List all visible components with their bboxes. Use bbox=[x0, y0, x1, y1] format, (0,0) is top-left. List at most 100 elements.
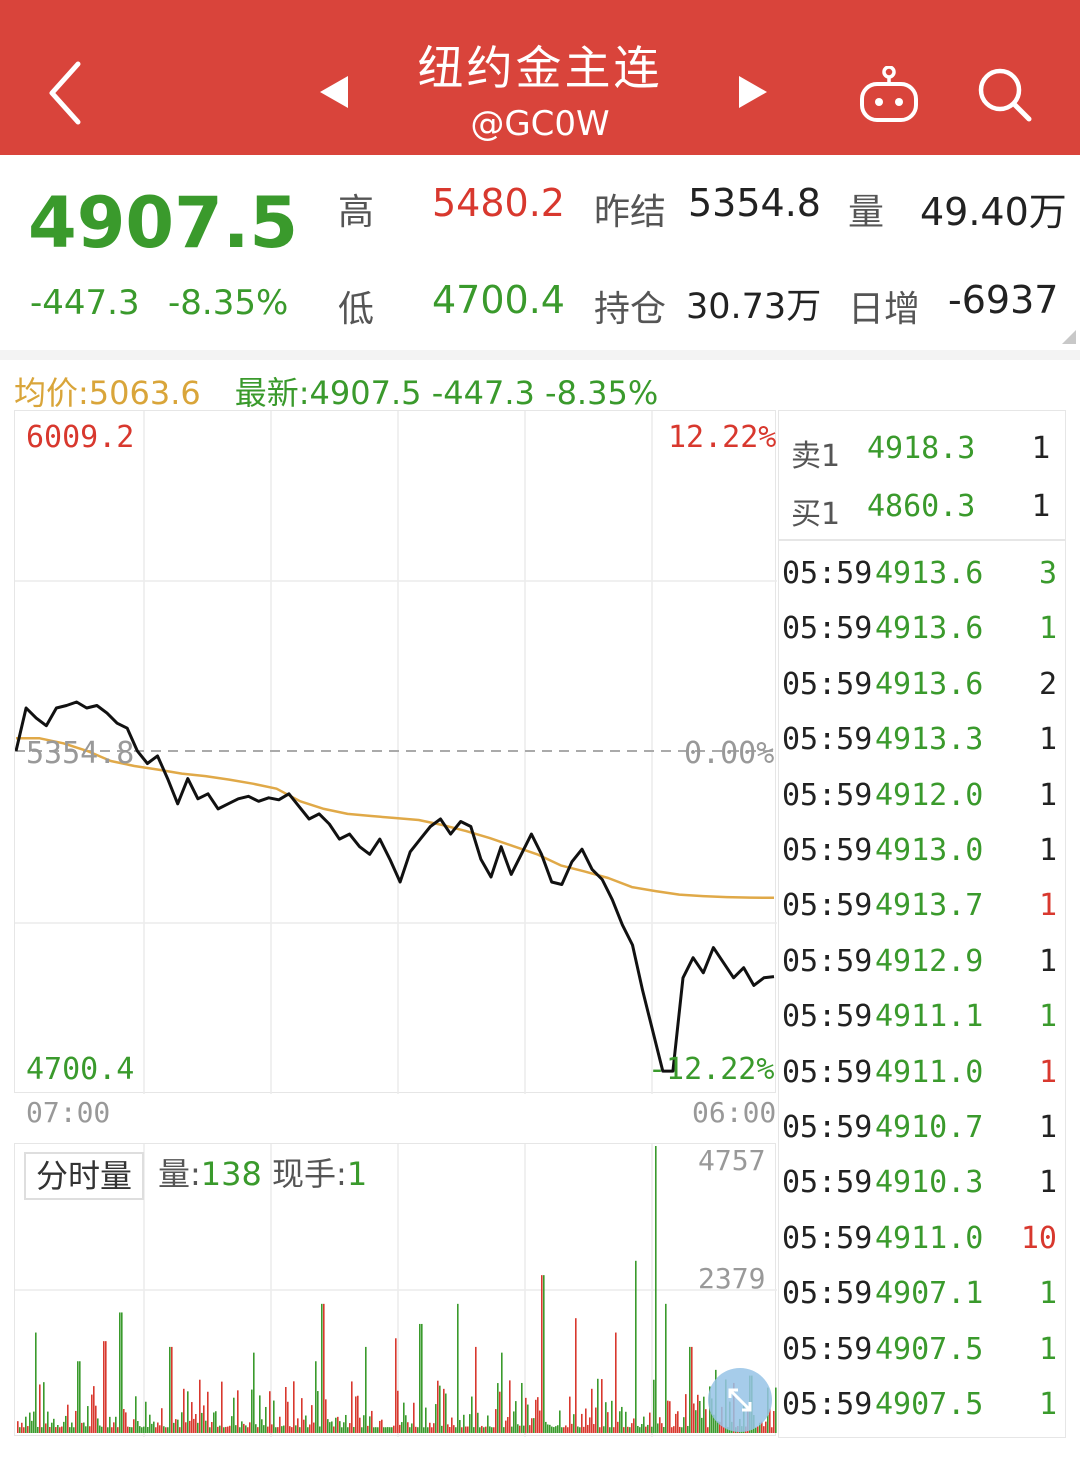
volume-bar bbox=[379, 1420, 381, 1433]
robot-icon[interactable] bbox=[858, 65, 920, 124]
book-separator bbox=[779, 539, 1065, 541]
volume-bar bbox=[37, 1426, 39, 1433]
volume-bar bbox=[515, 1401, 517, 1433]
volume-bar bbox=[253, 1352, 255, 1433]
volume-bar bbox=[365, 1346, 367, 1433]
volume-bar bbox=[617, 1421, 619, 1433]
volume-bar bbox=[275, 1427, 277, 1433]
volume-bar bbox=[409, 1427, 411, 1433]
volume-type-selector[interactable]: 分时量 bbox=[24, 1152, 145, 1200]
volume-bar bbox=[431, 1427, 433, 1433]
tick-price: 4911.1 bbox=[875, 999, 984, 1035]
volume-bar bbox=[453, 1425, 455, 1433]
volume-bar bbox=[61, 1426, 63, 1433]
tick-time: 05:59 bbox=[782, 666, 873, 702]
volume-bar bbox=[27, 1426, 29, 1433]
volume-bar bbox=[641, 1424, 643, 1433]
volume-bar bbox=[211, 1422, 213, 1433]
tick-time: 05:59 bbox=[782, 1220, 873, 1256]
volume-bar bbox=[701, 1417, 703, 1433]
volume-bar bbox=[675, 1413, 677, 1433]
volume-bar bbox=[69, 1427, 71, 1433]
volume-bar bbox=[165, 1427, 167, 1433]
volume-bar bbox=[651, 1426, 653, 1433]
volume-bar bbox=[55, 1427, 57, 1433]
volume-value: 49.40万 bbox=[920, 190, 1067, 234]
volume-bar bbox=[267, 1426, 269, 1433]
volume-bar bbox=[265, 1406, 267, 1433]
volume-bar bbox=[551, 1426, 553, 1433]
expand-corner-icon[interactable] bbox=[1062, 330, 1076, 344]
tick-row: 05:59 4911.0 1 bbox=[779, 1047, 1065, 1102]
volume-bar bbox=[549, 1424, 551, 1433]
tick-row: 05:59 4907.1 1 bbox=[779, 1268, 1065, 1323]
volume-bar bbox=[655, 1146, 657, 1433]
volume-bar bbox=[117, 1427, 119, 1433]
tick-price: 4913.6 bbox=[875, 556, 984, 591]
volume-bar bbox=[489, 1426, 491, 1433]
next-triangle-icon[interactable] bbox=[735, 74, 771, 110]
volume-bar bbox=[105, 1341, 107, 1433]
volume-bar bbox=[397, 1390, 399, 1433]
volume-bar bbox=[149, 1414, 151, 1433]
volume-bar bbox=[125, 1412, 127, 1433]
intraday-chart-svg bbox=[15, 411, 777, 1094]
volume-bar bbox=[573, 1414, 575, 1433]
tick-price: 4911.0 bbox=[875, 1054, 984, 1090]
prev-triangle-icon[interactable] bbox=[316, 74, 352, 110]
volume-bar bbox=[399, 1424, 401, 1433]
volume-bar bbox=[155, 1427, 157, 1433]
volume-bar bbox=[347, 1427, 349, 1433]
volume-bar bbox=[111, 1427, 113, 1433]
volume-bar bbox=[645, 1426, 647, 1433]
volume-bar bbox=[547, 1424, 549, 1433]
volume-bar bbox=[695, 1410, 697, 1433]
volume-bar bbox=[43, 1382, 45, 1433]
volume-bar bbox=[81, 1422, 83, 1433]
volume-bar bbox=[337, 1416, 339, 1433]
volume-bar bbox=[519, 1425, 521, 1433]
volume-bar bbox=[59, 1427, 61, 1433]
tick-qty: 1 bbox=[1038, 1165, 1057, 1201]
volume-bar bbox=[343, 1422, 345, 1433]
chart-ref-price: 5354.8 bbox=[26, 736, 135, 771]
volume-bar bbox=[445, 1393, 447, 1433]
hand-value: 1 bbox=[346, 1155, 368, 1193]
volume-bar bbox=[93, 1386, 95, 1433]
quote-summary: 4907.5 -447.3 -8.35% 高 5480.2 低 4700.4 昨… bbox=[0, 155, 1080, 350]
volume-bar bbox=[723, 1427, 725, 1433]
tick-time: 05:59 bbox=[782, 1054, 873, 1090]
volume-bar bbox=[443, 1388, 445, 1433]
volume-bar bbox=[465, 1426, 467, 1433]
volume-bar bbox=[497, 1383, 499, 1433]
volume-bar bbox=[139, 1426, 141, 1433]
volume-bar bbox=[585, 1408, 587, 1433]
tick-row: 05:59 4911.1 1 bbox=[779, 991, 1065, 1046]
volume-bar bbox=[647, 1424, 649, 1433]
tick-time: 05:59 bbox=[782, 1331, 873, 1367]
volume-bar bbox=[473, 1427, 475, 1433]
volume-bar bbox=[589, 1417, 591, 1433]
volume-bar bbox=[775, 1387, 777, 1433]
volume-bar bbox=[287, 1401, 289, 1433]
tick-time: 05:59 bbox=[782, 943, 873, 979]
search-icon[interactable] bbox=[974, 64, 1034, 124]
volume-bar bbox=[611, 1400, 613, 1433]
volume-bar bbox=[637, 1425, 639, 1433]
volume-bar bbox=[421, 1323, 423, 1433]
tick-price: 4907.5 bbox=[875, 1331, 984, 1367]
tick-qty: 1 bbox=[1038, 1276, 1057, 1312]
volume-bar bbox=[277, 1427, 279, 1433]
tick-qty: 1 bbox=[1038, 1110, 1057, 1145]
intraday-chart[interactable] bbox=[14, 410, 777, 1094]
volume-bar bbox=[505, 1420, 507, 1433]
volume-bar bbox=[665, 1303, 667, 1433]
volume-bar bbox=[289, 1426, 291, 1433]
volume-bar bbox=[319, 1426, 321, 1433]
volume-bar bbox=[761, 1421, 763, 1433]
volume-bar bbox=[517, 1424, 519, 1433]
back-arrow-icon[interactable] bbox=[38, 58, 98, 128]
volume-bar bbox=[705, 1409, 707, 1433]
tick-qty: 1 bbox=[1038, 999, 1057, 1035]
fullscreen-toggle-button[interactable] bbox=[708, 1368, 772, 1432]
